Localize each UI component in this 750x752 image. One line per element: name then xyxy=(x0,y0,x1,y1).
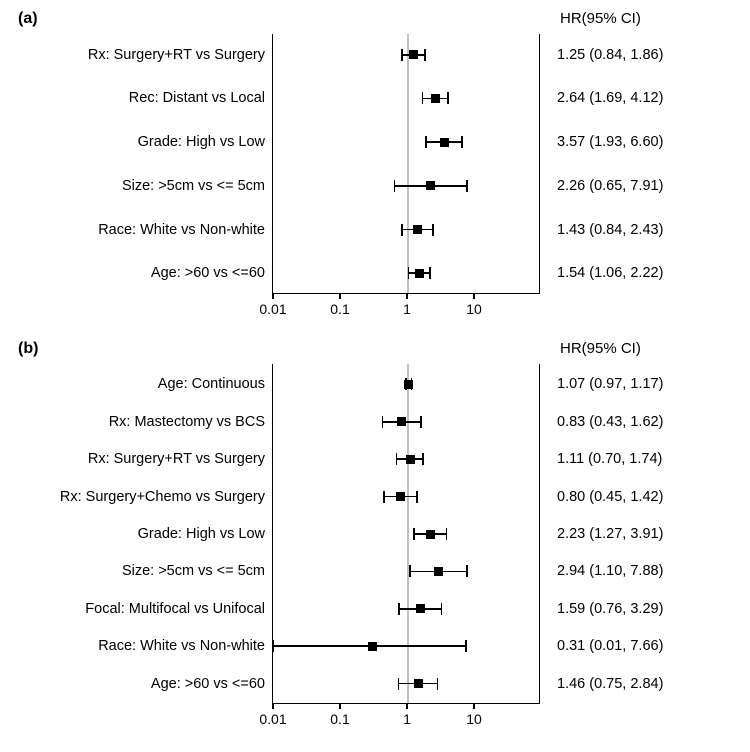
hr-point xyxy=(406,455,415,464)
x-tick-label: 10 xyxy=(466,711,482,727)
row-stat: 1.43 (0.84, 2.43) xyxy=(557,222,663,238)
row-label: Age: >60 vs <=60 xyxy=(151,265,265,281)
reference-line xyxy=(407,364,409,703)
ci-cap-high xyxy=(466,180,468,192)
x-tick xyxy=(339,293,341,299)
ci-cap-high xyxy=(416,491,418,503)
row-stat: 1.46 (0.75, 2.84) xyxy=(557,676,663,692)
hr-point xyxy=(426,530,435,539)
row-label: Rx: Surgery+Chemo vs Surgery xyxy=(60,489,265,505)
ci-cap-low xyxy=(422,92,424,104)
forest-plot-a: 0.010.1110Rx: Surgery+RT vs Surgery1.25 … xyxy=(272,34,540,294)
hr-point xyxy=(413,225,422,234)
ci-cap-low xyxy=(382,416,384,428)
row-label: Grade: High vs Low xyxy=(138,134,265,150)
x-tick-label: 0.1 xyxy=(330,711,349,727)
x-tick-label: 0.01 xyxy=(259,301,286,317)
hr-point xyxy=(396,492,405,501)
hr-point xyxy=(414,679,423,688)
x-tick xyxy=(406,703,408,709)
ci-cap-high xyxy=(422,453,424,465)
row-stat: 2.26 (0.65, 7.91) xyxy=(557,178,663,194)
ci-cap-low xyxy=(401,224,403,236)
row-stat: 1.59 (0.76, 3.29) xyxy=(557,601,663,617)
x-tick-label: 1 xyxy=(403,301,411,317)
hr-point xyxy=(434,567,443,576)
ci-cap-low xyxy=(398,603,400,615)
ci-cap-high xyxy=(465,640,467,652)
row-stat: 2.94 (1.10, 7.88) xyxy=(557,563,663,579)
ci-cap-low xyxy=(425,136,427,148)
row-stat: 1.11 (0.70, 1.74) xyxy=(557,451,662,467)
panel-label-b: (b) xyxy=(18,340,38,358)
x-tick-label: 10 xyxy=(466,301,482,317)
ci-cap-high xyxy=(424,49,426,61)
ci-cap-low xyxy=(383,491,385,503)
ci-cap-low xyxy=(413,528,415,540)
x-tick xyxy=(406,293,408,299)
row-stat: 2.64 (1.69, 4.12) xyxy=(557,90,663,106)
hr-header-b: HR(95% CI) xyxy=(560,340,641,357)
ci-cap-low xyxy=(398,678,400,690)
ci-cap-high xyxy=(461,136,463,148)
ci-cap-high xyxy=(437,678,439,690)
row-label: Focal: Multifocal vs Unifocal xyxy=(85,601,265,617)
hr-point xyxy=(415,269,424,278)
ci-cap-high xyxy=(432,224,434,236)
ci-cap-low xyxy=(401,49,403,61)
x-tick xyxy=(473,293,475,299)
reference-line xyxy=(407,34,409,293)
ci-cap-low xyxy=(272,640,274,652)
x-tick xyxy=(272,293,274,299)
ci-cap-high xyxy=(447,92,449,104)
hr-header-a: HR(95% CI) xyxy=(560,10,641,27)
ci-cap-low xyxy=(409,565,411,577)
x-tick-label: 0.1 xyxy=(330,301,349,317)
row-label: Grade: High vs Low xyxy=(138,526,265,542)
ci-cap-high xyxy=(441,603,443,615)
hr-point xyxy=(368,642,377,651)
row-stat: 0.31 (0.01, 7.66) xyxy=(557,638,663,654)
x-tick-label: 0.01 xyxy=(259,711,286,727)
hr-point xyxy=(440,138,449,147)
ci-cap-high xyxy=(446,528,448,540)
forest-plot-b: 0.010.1110Age: Continuous1.07 (0.97, 1.1… xyxy=(272,364,540,704)
x-tick-label: 1 xyxy=(403,711,411,727)
row-label: Rx: Surgery+RT vs Surgery xyxy=(88,451,265,467)
row-label: Size: >5cm vs <= 5cm xyxy=(122,178,265,194)
ci-cap-low xyxy=(396,453,398,465)
row-label: Rec: Distant vs Local xyxy=(129,90,265,106)
row-stat: 2.23 (1.27, 3.91) xyxy=(557,526,663,542)
row-stat: 0.83 (0.43, 1.62) xyxy=(557,414,663,430)
row-label: Race: White vs Non-white xyxy=(98,222,265,238)
x-tick xyxy=(272,703,274,709)
row-stat: 3.57 (1.93, 6.60) xyxy=(557,134,663,150)
row-label: Age: Continuous xyxy=(158,376,265,392)
hr-point xyxy=(416,604,425,613)
panel-label-a: (a) xyxy=(18,10,38,28)
row-label: Rx: Surgery+RT vs Surgery xyxy=(88,47,265,63)
ci-cap-high xyxy=(420,416,422,428)
ci-cap-low xyxy=(408,267,410,279)
x-tick xyxy=(339,703,341,709)
row-stat: 1.07 (0.97, 1.17) xyxy=(557,376,663,392)
hr-point xyxy=(409,50,418,59)
row-label: Race: White vs Non-white xyxy=(98,638,265,654)
row-label: Rx: Mastectomy vs BCS xyxy=(109,414,265,430)
hr-point xyxy=(397,417,406,426)
ci-cap-high xyxy=(429,267,431,279)
row-label: Size: >5cm vs <= 5cm xyxy=(122,563,265,579)
hr-point xyxy=(426,181,435,190)
row-stat: 1.25 (0.84, 1.86) xyxy=(557,47,663,63)
hr-point xyxy=(404,380,413,389)
hr-point xyxy=(431,94,440,103)
ci-cap-low xyxy=(394,180,396,192)
x-tick xyxy=(473,703,475,709)
row-label: Age: >60 vs <=60 xyxy=(151,676,265,692)
row-stat: 1.54 (1.06, 2.22) xyxy=(557,265,663,281)
row-stat: 0.80 (0.45, 1.42) xyxy=(557,489,663,505)
ci-cap-high xyxy=(466,565,468,577)
